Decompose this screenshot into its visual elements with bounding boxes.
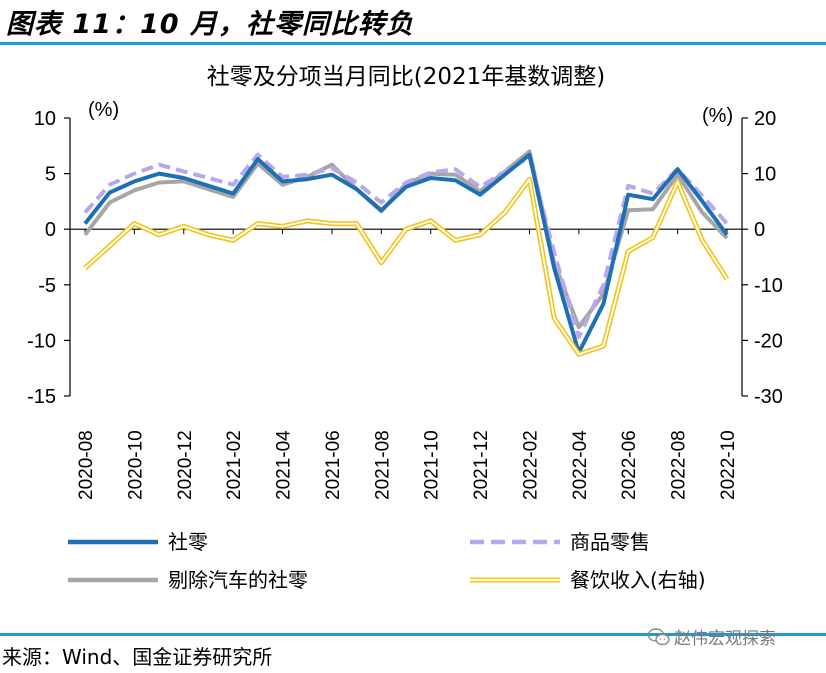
right-tick-label: 0 (754, 219, 765, 241)
legend-label: 社零 (168, 530, 208, 554)
left-tick-label: -5 (38, 275, 56, 297)
top-rule (0, 42, 826, 45)
series-line-retail (83, 152, 729, 355)
left-tick-label: -15 (27, 386, 56, 408)
series-line-catering-inner (84, 178, 728, 356)
right-tick-label: -30 (754, 386, 783, 408)
chart-svg: 社零及分项当月同比(2021年基数调整) 10 5 0 -5 -10 -15 20 10 0 -10… (27, 64, 783, 592)
left-tick-label: -10 (27, 330, 56, 352)
series-line-catering (83, 176, 730, 357)
left-tick-label: 10 (34, 108, 56, 130)
x-tick-label: 2021-06 (323, 430, 344, 500)
left-tick-label: 0 (45, 219, 56, 241)
right-tick-label: -10 (754, 275, 783, 297)
series-line-goods (83, 152, 729, 340)
x-tick-label: 2020-10 (125, 430, 146, 500)
right-tick-label: 10 (754, 164, 776, 186)
x-tick-label: 2022-06 (619, 430, 640, 500)
x-tick-label: 2021-02 (224, 430, 245, 500)
left-axis-unit: (%) (88, 99, 119, 121)
figure-title: 图表 11：10 月，社零同比转负 (6, 9, 414, 40)
right-tick-label: 20 (754, 108, 776, 130)
wechat-icon (648, 627, 670, 645)
bottom-rule (0, 633, 826, 636)
x-tick-label: 2021-12 (471, 430, 492, 500)
x-tick-label: 2022-04 (570, 430, 591, 500)
right-tick-label: -20 (754, 330, 783, 352)
x-tick-label: 2022-02 (520, 430, 541, 500)
x-tick-label: 2022-08 (669, 430, 690, 500)
source-note: 来源：Wind、国金证券研究所 (2, 645, 273, 669)
right-axis-unit: (%) (702, 105, 733, 127)
watermark: 赵伟宏观探索 (648, 624, 776, 649)
watermark-text: 赵伟宏观探索 (674, 629, 776, 649)
x-tick-label: 2022-10 (718, 430, 739, 500)
x-tick-label: 2021-08 (372, 430, 393, 500)
x-tick-label: 2021-04 (274, 430, 295, 500)
legend-label: 商品零售 (570, 530, 650, 554)
chart-title: 社零及分项当月同比(2021年基数调整) (207, 64, 605, 90)
x-tick-label: 2020-08 (76, 430, 97, 500)
legend-label: 剔除汽车的社零 (168, 568, 308, 592)
x-tick-label: 2020-12 (175, 430, 196, 500)
legend-label: 餐饮收入(右轴) (570, 568, 706, 592)
left-tick-label: 5 (45, 164, 56, 186)
x-tick-label: 2021-10 (422, 430, 443, 500)
